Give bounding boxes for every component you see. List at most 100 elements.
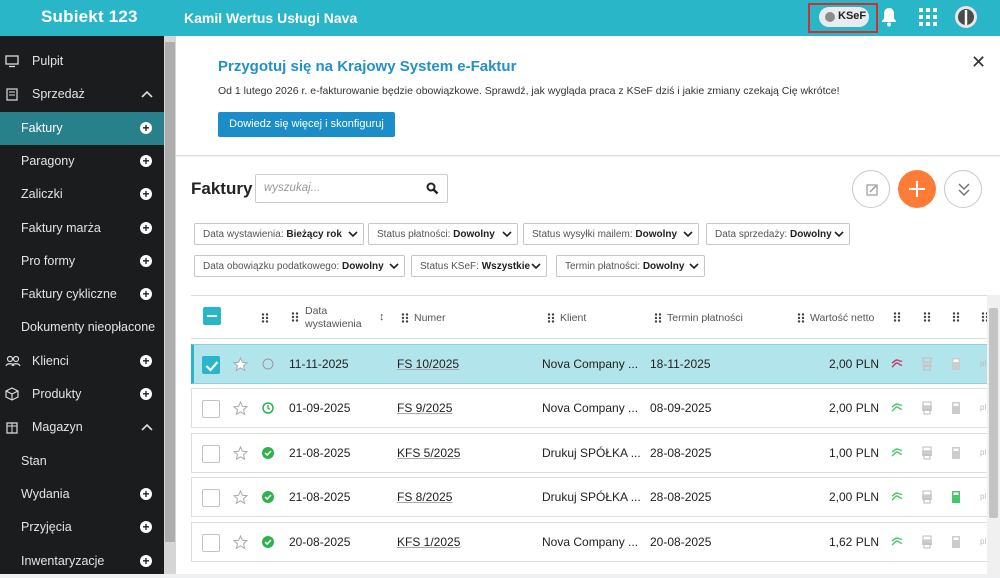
table-row[interactable]: 21-08-2025 KFS 5/2025 Drukuj SPÓŁKA ... 28-… [191,432,1000,473]
invoice-number-link[interactable]: FS 9/2025 [397,401,453,416]
row-checkbox[interactable] [202,444,220,463]
expand-filters-button[interactable] [944,170,982,208]
calculator-icon[interactable] [951,446,961,460]
sidebar-item-przyjęcia[interactable]: Przyjęcia + [0,511,164,544]
drag-handle-icon[interactable] [261,313,269,323]
star-icon[interactable] [233,357,248,372]
send-ksef-icon[interactable] [890,401,904,415]
invoice-number-link[interactable]: FS 8/2025 [397,490,453,505]
print-icon[interactable] [921,446,933,460]
select-all-checkbox[interactable] [203,307,221,325]
send-ksef-icon[interactable] [890,535,904,549]
add-icon[interactable]: + [140,487,152,500]
bell-icon[interactable] [880,6,898,28]
add-icon[interactable]: + [140,221,152,234]
add-icon[interactable]: + [140,254,152,267]
column-header-net[interactable]: Wartość netto [797,312,874,324]
print-icon[interactable] [921,535,933,549]
more-icon[interactable]: pl [980,403,987,413]
table-scrollbar-thumb[interactable] [989,308,998,518]
sort-icon[interactable]: ↕ [379,311,385,323]
sidebar-item-magazyn[interactable]: Magazyn [0,411,164,444]
send-ksef-icon[interactable] [890,357,904,371]
table-row[interactable]: 21-08-2025 FS 8/2025 Drukuj SPÓŁKA ... 28-0… [191,477,1000,518]
star-icon[interactable] [233,534,248,550]
row-checkbox[interactable] [202,400,220,419]
more-icon[interactable]: pl [980,536,987,546]
filter-dropdown[interactable]: Status KSeF: Wszystkie [411,255,547,277]
table-row[interactable]: 11-11-2025 FS 10/2025 Nova Company ... 18-1… [191,344,1000,384]
column-header-client[interactable]: Klient [547,312,586,324]
invoice-number-link[interactable]: KFS 1/2025 [397,534,461,549]
chevron-up-icon[interactable] [141,88,153,100]
sidebar-item-paragony[interactable]: Paragony + [0,145,164,178]
row-checkbox[interactable] [202,489,220,508]
close-icon[interactable]: ✕ [971,52,987,72]
sidebar-item-pulpit[interactable]: Pulpit [0,45,164,78]
star-icon[interactable] [233,445,248,461]
table-row[interactable]: 20-08-2025 KFS 1/2025 Nova Company ... 20-0… [191,521,1000,562]
sidebar-item-klienci[interactable]: Klienci + [0,345,164,378]
calculator-icon[interactable] [951,401,961,415]
sidebar-item-faktury-cykliczne[interactable]: Faktury cykliczne + [0,278,164,311]
learn-more-button[interactable]: Dowiedz się więcej i skonfiguruj [218,112,395,137]
sidebar-item-faktury[interactable]: Faktury + [0,111,164,145]
calculator-icon[interactable] [951,357,961,371]
more-icon[interactable]: pl [980,447,987,457]
add-invoice-button[interactable] [898,170,936,208]
print-icon[interactable] [921,490,933,504]
column-header-due[interactable]: Termin płatności [654,312,743,324]
sidebar-item-zaliczki[interactable]: Zaliczki + [0,178,164,211]
more-icon[interactable]: pl [980,492,987,502]
add-icon[interactable]: + [140,354,152,367]
star-icon[interactable] [233,490,248,505]
apps-grid-icon[interactable] [919,8,937,26]
send-ksef-icon[interactable] [890,490,904,504]
filter-dropdown[interactable]: Termin płatności: Dowolny [556,255,705,277]
add-icon[interactable]: + [140,154,152,167]
add-icon[interactable]: + [140,121,152,134]
add-icon[interactable]: + [140,188,152,201]
table-row[interactable]: 01-09-2025 FS 9/2025 Nova Company ... 08-09… [191,388,1000,429]
search-icon[interactable] [426,182,439,195]
filter-dropdown[interactable]: Status płatności: Dowolny [368,223,518,245]
row-checkbox[interactable] [202,356,220,374]
add-icon[interactable]: + [140,554,152,567]
edit-button[interactable] [852,170,890,208]
add-icon[interactable]: + [140,388,152,400]
user-avatar[interactable] [954,5,978,29]
sidebar-item-dokumenty-nieopłacone[interactable]: Dokumenty nieopłacone [0,311,164,344]
chevron-up-icon[interactable] [141,421,153,433]
filter-dropdown[interactable]: Status wysyłki mailem: Dowolny [523,223,699,245]
invoice-number-link[interactable]: KFS 5/2025 [397,445,461,460]
print-icon[interactable] [921,401,933,415]
search-input[interactable]: wyszukaj... [255,174,448,203]
sidebar-item-inwentaryzacje[interactable]: Inwentaryzacje + [0,545,164,578]
more-icon[interactable]: pl [980,359,987,368]
filter-dropdown[interactable]: Data sprzedaży: Dowolny [706,223,850,245]
sidebar-item-pro-formy[interactable]: Pro formy + [0,245,164,278]
ksef-toggle[interactable]: KSeF [819,7,869,27]
column-header-number[interactable]: Numer [401,312,446,324]
calculator-icon[interactable] [951,535,961,549]
column-header-date[interactable]: Data wystawienia [305,305,362,331]
filter-dropdown[interactable]: Data obowiązku podatkowego: Dowolny [194,255,405,277]
sidebar-item-wydania[interactable]: Wydania + [0,478,164,511]
drag-handle-icon[interactable] [893,312,901,325]
add-icon[interactable]: + [140,288,152,301]
calculator-icon[interactable] [951,490,961,504]
sidebar-item-sprzedaż[interactable]: Sprzedaż [0,78,164,111]
invoice-number-link[interactable]: FS 10/2025 [397,357,460,371]
drag-handle-icon[interactable] [923,312,931,325]
drag-handle-icon[interactable] [952,312,960,325]
print-icon[interactable] [921,357,933,371]
drag-handle-icon[interactable] [291,312,299,325]
sidebar-item-faktury-marża[interactable]: Faktury marża + [0,212,164,245]
send-ksef-icon[interactable] [890,446,904,460]
filter-dropdown[interactable]: Data wystawienia: Bieżący rok [194,223,364,245]
sidebar-scrollbar-thumb[interactable] [165,42,175,542]
star-icon[interactable] [233,401,248,416]
sidebar-item-produkty[interactable]: Produkty + [0,378,164,411]
sidebar-item-stan[interactable]: Stan [0,445,164,478]
add-icon[interactable]: + [140,521,152,534]
